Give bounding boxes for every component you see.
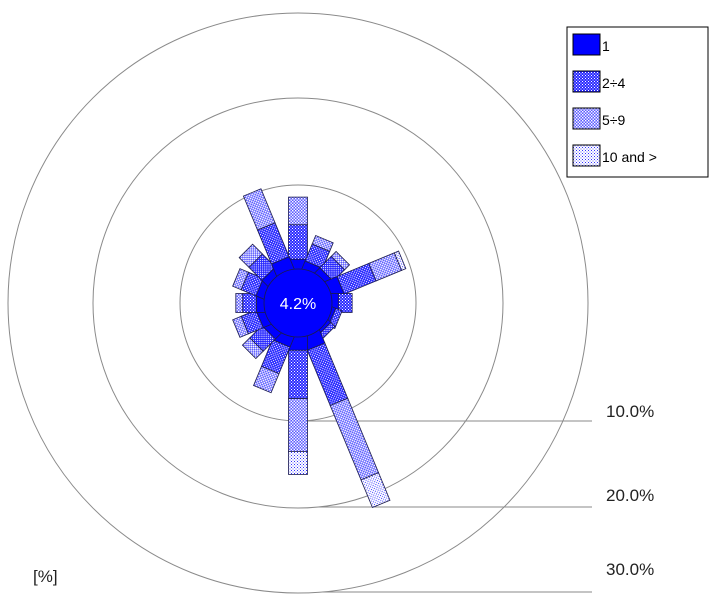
sector-segment bbox=[288, 451, 308, 475]
sector-segment bbox=[311, 235, 334, 252]
legend-label: 2÷4 bbox=[602, 75, 625, 91]
calm-circle bbox=[263, 268, 333, 338]
legend-label: 10 and > bbox=[602, 149, 657, 165]
sector-157.5 bbox=[300, 326, 391, 509]
sector-segment bbox=[288, 398, 308, 452]
sector-segment bbox=[360, 472, 391, 509]
sector-segment bbox=[329, 397, 380, 481]
legend: 1 2÷4 5÷9 10 and > bbox=[566, 26, 709, 178]
sector-segment bbox=[288, 349, 308, 399]
sector-180 bbox=[288, 332, 308, 475]
sector-segment bbox=[232, 315, 249, 338]
ring-30 bbox=[7, 12, 589, 594]
sector-202.5 bbox=[253, 326, 296, 394]
ring-20 bbox=[92, 97, 504, 509]
legend-swatch bbox=[572, 70, 601, 93]
unit-label: [%] bbox=[33, 567, 58, 586]
sector-segment bbox=[242, 188, 276, 231]
legend-label: 1 bbox=[602, 38, 610, 54]
calm-percentage-label: 4.2% bbox=[280, 296, 316, 313]
sector-segment bbox=[232, 268, 249, 291]
wind-sectors bbox=[232, 188, 407, 509]
legend-swatch bbox=[572, 33, 601, 56]
legend-swatch bbox=[572, 144, 601, 167]
sector-segment bbox=[306, 342, 349, 407]
sector-segment bbox=[288, 196, 308, 226]
sector-segment bbox=[330, 250, 351, 271]
ring-label: 10.0% bbox=[606, 402, 654, 421]
sector-segment bbox=[337, 293, 353, 313]
sector-segment bbox=[242, 293, 257, 313]
sector-segment bbox=[235, 293, 244, 313]
sector-segment bbox=[241, 337, 264, 360]
sector-segment bbox=[238, 243, 263, 268]
sector-segment bbox=[253, 365, 280, 394]
radial-rings: 10.0% 20.0% 30.0% bbox=[7, 12, 654, 594]
legend-label: 5÷9 bbox=[602, 112, 625, 128]
sector-segment bbox=[393, 250, 407, 271]
ring-label: 30.0% bbox=[606, 560, 654, 579]
ring-label: 20.0% bbox=[606, 486, 654, 505]
legend-swatch bbox=[572, 107, 601, 130]
sector-segment bbox=[288, 224, 308, 260]
